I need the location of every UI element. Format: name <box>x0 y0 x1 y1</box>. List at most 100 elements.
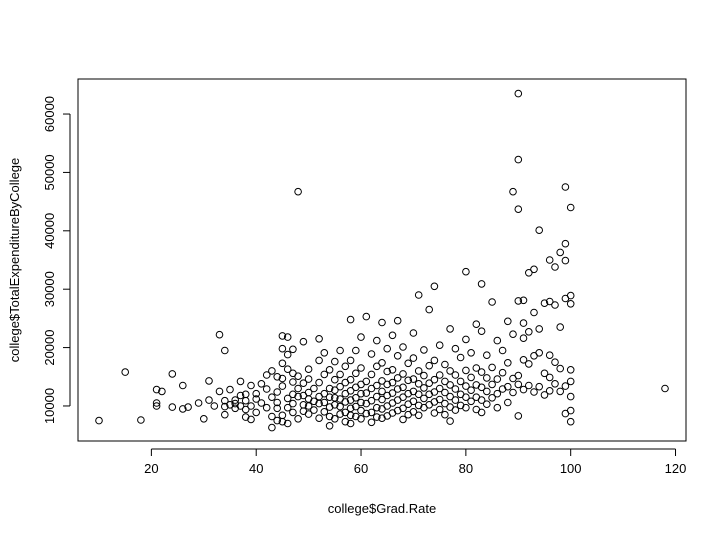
data-point <box>561 183 570 191</box>
data-point <box>236 377 245 386</box>
data-point <box>566 300 575 308</box>
data-point <box>409 397 418 406</box>
data-point <box>283 350 292 359</box>
data-point <box>462 393 470 402</box>
data-point <box>315 356 323 365</box>
data-point <box>210 402 219 410</box>
y-tick-label: 20000 <box>42 330 57 366</box>
data-point <box>425 361 434 370</box>
data-point <box>152 385 161 394</box>
data-point <box>247 402 255 410</box>
data-point <box>367 396 376 405</box>
data-point <box>278 382 287 390</box>
data-point <box>346 404 355 413</box>
data-point <box>409 408 418 416</box>
data-point <box>477 383 486 392</box>
data-point <box>241 396 250 405</box>
data-point <box>383 380 392 389</box>
data-point <box>525 328 533 336</box>
data-point <box>362 377 371 386</box>
data-point <box>514 89 523 98</box>
data-point <box>504 382 512 391</box>
data-point <box>373 413 381 421</box>
data-point <box>320 349 329 357</box>
data-point <box>268 367 276 375</box>
y-axis-label: college$TotalExpenditureByCollege <box>7 158 22 363</box>
data-point <box>435 395 444 404</box>
data-point <box>399 393 407 402</box>
data-point <box>467 397 475 406</box>
data-point <box>488 363 496 372</box>
data-point <box>257 380 266 388</box>
data-point <box>446 417 454 425</box>
data-point <box>483 351 491 360</box>
data-point <box>451 344 460 353</box>
data-point <box>441 399 449 408</box>
data-point <box>205 377 213 385</box>
data-point <box>168 370 177 378</box>
data-point <box>331 386 339 395</box>
data-point <box>336 382 344 391</box>
data-point <box>310 406 318 414</box>
data-point <box>509 330 517 339</box>
data-point <box>414 291 423 299</box>
data-point <box>383 344 392 353</box>
data-point <box>367 350 376 358</box>
data-point <box>152 399 161 407</box>
y-tick-label: 60000 <box>42 96 57 132</box>
data-points <box>95 89 669 432</box>
data-point <box>446 367 454 375</box>
data-point <box>283 403 292 412</box>
y-tick-label: 50000 <box>42 154 57 190</box>
data-point <box>352 402 360 411</box>
data-point <box>399 370 407 378</box>
data-point <box>477 396 486 404</box>
data-point <box>278 359 287 368</box>
data-point <box>367 408 376 417</box>
data-point <box>430 356 439 365</box>
data-point <box>357 333 365 341</box>
data-point <box>483 387 491 396</box>
data-point <box>535 349 544 357</box>
data-point <box>357 389 365 398</box>
data-point <box>483 374 491 382</box>
data-point <box>467 349 475 357</box>
data-point <box>121 368 129 376</box>
data-point <box>336 402 344 411</box>
data-point <box>540 369 549 378</box>
data-point <box>388 366 397 374</box>
data-point <box>294 415 302 423</box>
data-point <box>483 400 491 409</box>
x-tick-label: 80 <box>459 461 473 476</box>
data-point <box>551 263 559 271</box>
data-point <box>488 298 496 306</box>
data-point <box>446 381 454 389</box>
data-point <box>435 341 444 350</box>
data-point <box>215 330 224 339</box>
data-point <box>519 356 528 364</box>
data-point <box>441 388 449 397</box>
data-point <box>378 395 386 404</box>
data-point <box>373 336 381 345</box>
y-tick-label: 30000 <box>42 271 57 307</box>
data-point <box>179 381 187 390</box>
data-point <box>346 419 355 428</box>
data-point <box>441 410 449 419</box>
data-point <box>179 405 187 413</box>
data-point <box>331 394 339 402</box>
data-point <box>477 327 486 336</box>
data-point <box>357 415 365 423</box>
data-point <box>320 398 329 407</box>
data-point <box>378 387 386 396</box>
data-point <box>661 384 669 393</box>
data-point <box>221 402 229 411</box>
data-point <box>404 359 413 368</box>
data-point <box>346 356 355 365</box>
data-point <box>425 379 434 388</box>
data-point <box>257 399 266 407</box>
data-point <box>519 334 528 343</box>
data-point <box>362 312 371 321</box>
data-point <box>168 403 177 411</box>
data-point <box>446 392 454 401</box>
data-point <box>420 394 428 403</box>
